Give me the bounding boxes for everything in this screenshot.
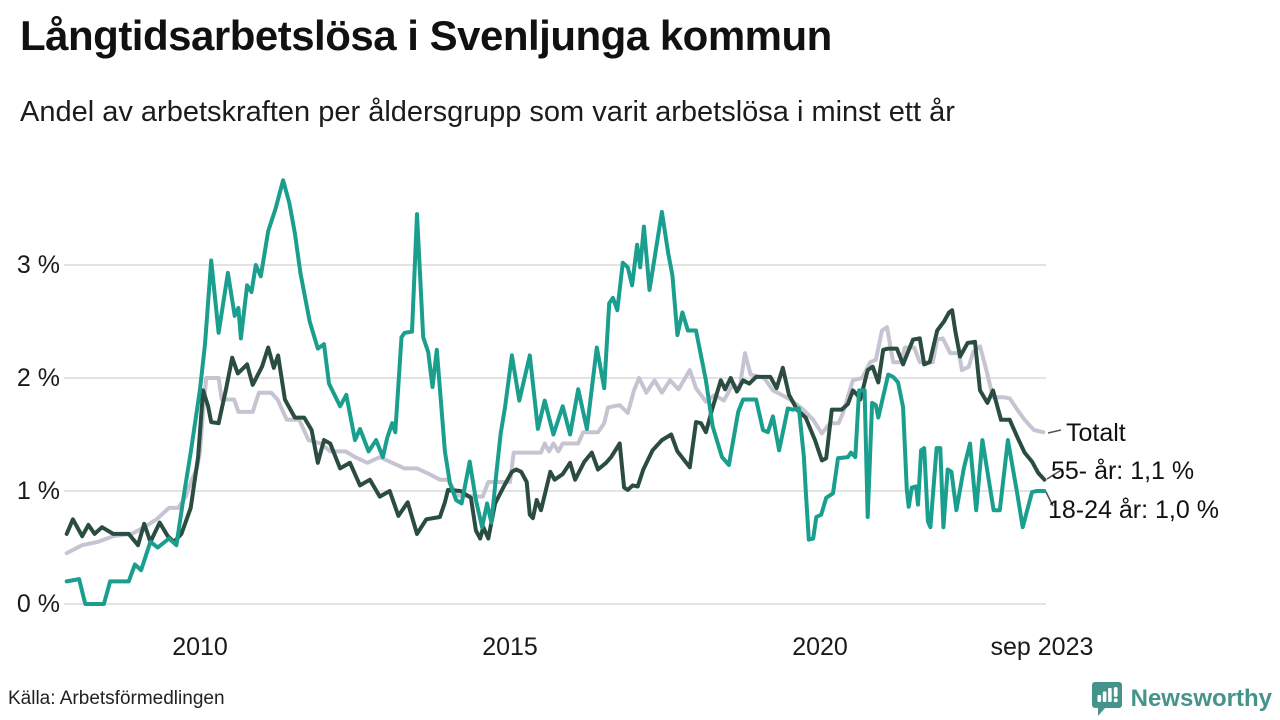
- end-label-leader-line: [1046, 468, 1064, 480]
- end-label-18-24: 18-24 år: 1,0 %: [1048, 496, 1219, 524]
- x-axis-tick-label: 2020: [792, 633, 848, 661]
- end-label-leader-line: [1045, 491, 1054, 507]
- x-axis-tick-label: 2010: [172, 633, 228, 661]
- series-line-55-r: [64, 308, 1047, 548]
- x-axis-tick-label: 2015: [482, 633, 538, 661]
- newsworthy-icon: [1091, 682, 1124, 718]
- x-axis-tick-label: sep 2023: [990, 633, 1094, 661]
- page-title: Långtidsarbetslösa i Svenljunga kommun: [20, 12, 832, 59]
- end-label-totalt: Totalt: [1066, 419, 1126, 447]
- series-line-totalt: [64, 325, 1046, 556]
- source-note: Källa: Arbetsförmedlingen: [8, 688, 225, 709]
- y-axis-tick-label: 3 %: [16, 251, 60, 279]
- y-axis-tick-label: 1 %: [16, 477, 60, 505]
- series-line-18-24-r: [64, 178, 1047, 606]
- y-axis-tick-label: 2 %: [16, 364, 60, 392]
- end-label-leader-line: [1047, 429, 1062, 434]
- brand-name: Newsworthy: [1130, 685, 1272, 712]
- end-label-55: 55- år: 1,1 %: [1051, 457, 1195, 485]
- brand-logo: Newsworthy: [1091, 682, 1272, 718]
- y-axis-tick-label: 0 %: [16, 590, 60, 618]
- page-subtitle: Andel av arbetskraften per åldersgrupp s…: [20, 96, 955, 128]
